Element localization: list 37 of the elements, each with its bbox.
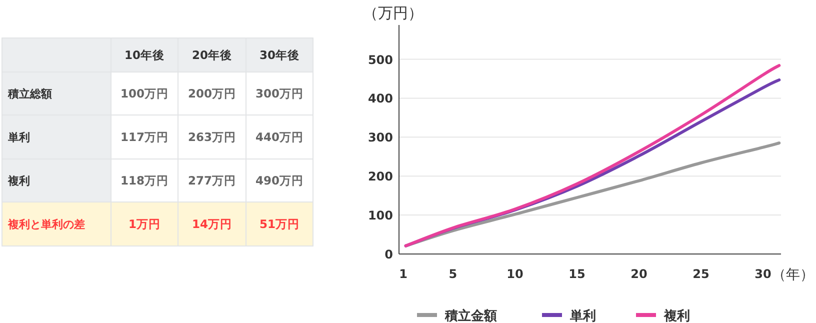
text: 1万円 [128, 217, 161, 231]
x-tick-label: 30 [754, 267, 772, 281]
text: 263万円 [188, 130, 236, 144]
text: 440万円 [255, 130, 304, 144]
y-tick-label: 200 [368, 170, 393, 184]
category-label: 20年後 [192, 48, 232, 62]
y-tick-label: 500 [368, 52, 393, 67]
category-label: 単利 [8, 131, 30, 144]
text: 14万円 [192, 217, 232, 231]
legend-label: 積立金額 [444, 308, 497, 323]
category-label: 30年後 [259, 48, 300, 62]
text: 118万円 [120, 174, 169, 188]
x-tick-label: 5 [448, 267, 458, 281]
category-label: 複利 [8, 174, 30, 188]
y-axis-title: （万円） [363, 4, 423, 22]
category-label: 複利と単利の差 [8, 218, 85, 231]
y-tick-label: 0 [384, 248, 393, 262]
text: 100万円 [120, 86, 169, 100]
text: 277万円 [188, 174, 236, 188]
x-tick-label: 15 [568, 267, 586, 281]
y-tick-label: 300 [368, 130, 393, 145]
y-tick-label: 400 [368, 92, 393, 106]
text: 300万円 [255, 86, 304, 100]
x-tick-label: 10 [506, 267, 524, 281]
text: 117万円 [120, 130, 169, 144]
x-tick-label: 25 [692, 267, 710, 281]
x-axis-title: （年） [772, 267, 814, 283]
text: 200万円 [188, 86, 236, 100]
text: 51万円 [259, 217, 300, 231]
category-label: 10年後 [124, 48, 165, 62]
category-label: 積立総額 [8, 88, 52, 100]
legend-label: 複利 [663, 308, 690, 323]
text: 490万円 [255, 174, 304, 188]
y-tick-label: 100 [368, 208, 393, 223]
legend-label: 単利 [569, 308, 596, 323]
x-tick-label: 1 [399, 267, 408, 281]
x-tick-label: 20 [630, 267, 648, 281]
